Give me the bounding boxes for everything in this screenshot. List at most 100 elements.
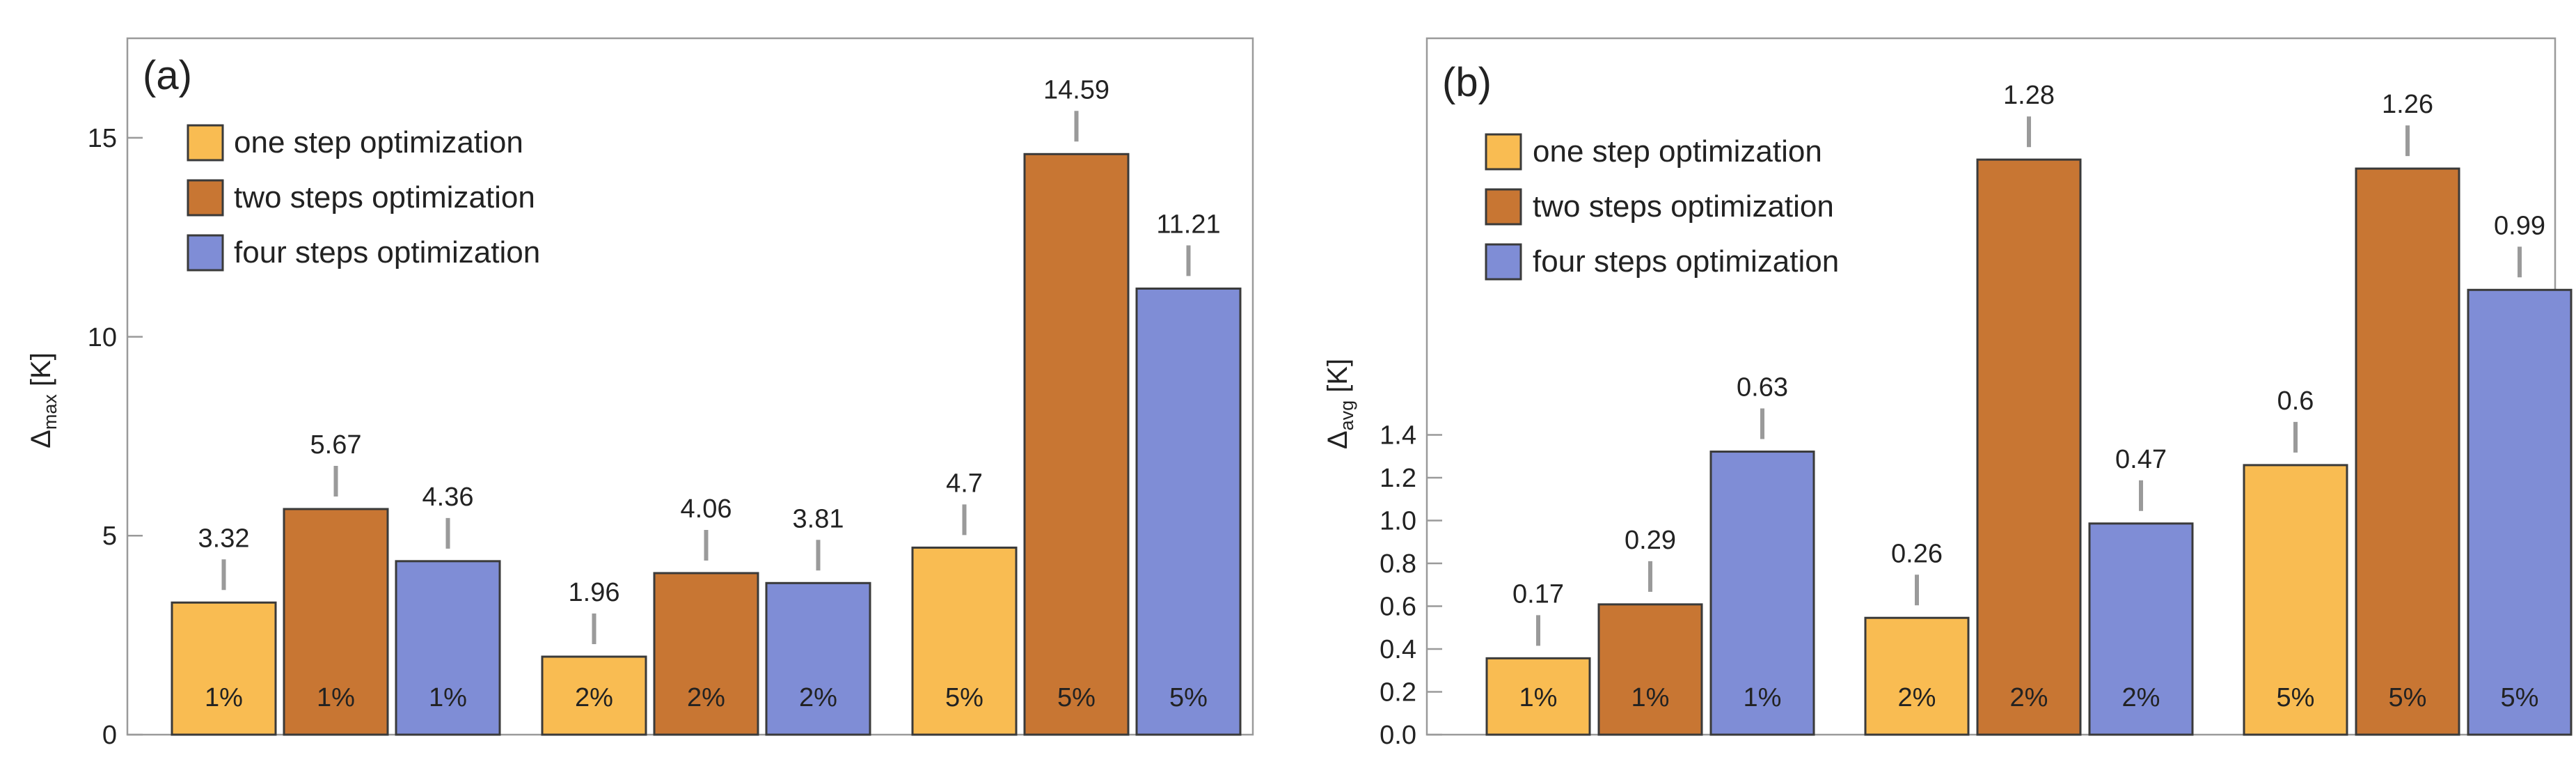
bar-a-1-1 — [653, 572, 759, 736]
bar-a-0-2 — [911, 546, 1018, 736]
legend-swatch-b-0 — [1485, 133, 1522, 171]
bar-a-0-0 — [171, 601, 277, 736]
category-label-b-2-2: 5% — [2501, 683, 2539, 712]
y-tick-b-2: 0.4 — [1380, 635, 1442, 664]
legend-swatch-b-1 — [1485, 188, 1522, 226]
chart-panel-b: (b) Δavg [K] 0.0 0.2 0.4 0.6 0.8 — [1322, 37, 2573, 750]
y-tick-label-b-3: 0.6 — [1380, 593, 1416, 622]
value-label-a-0-1: 1.96 — [569, 578, 620, 607]
y-tick-b-6: 1.2 — [1380, 464, 1442, 493]
category-label-a-2-0: 1% — [429, 683, 467, 712]
bar-b-2-1 — [2088, 522, 2194, 736]
value-label-b-0-1: 0.26 — [1891, 539, 1943, 568]
bar-group-a-2: 4.7 5% 14.59 5% 11.21 5% — [911, 75, 1242, 736]
y-axis-label-b: Δavg [K] — [1322, 359, 1357, 449]
category-label-a-2-1: 2% — [799, 683, 837, 712]
value-label-a-2-2: 11.21 — [1156, 210, 1220, 239]
bar-b-0-2 — [2243, 464, 2348, 736]
panel-label-a: (a) — [143, 53, 192, 98]
value-label-b-2-0: 0.63 — [1737, 373, 1788, 402]
bar-a-1-0 — [283, 508, 389, 736]
legend-label-b-1: two steps optimization — [1533, 189, 1834, 224]
category-label-b-0-2: 5% — [2277, 683, 2315, 712]
y-tick-label-b-4: 0.8 — [1380, 549, 1416, 579]
legend-item-b-1: two steps optimization — [1485, 188, 1834, 226]
legend-swatch-a-1 — [187, 179, 224, 217]
bar-b-0-0 — [1485, 657, 1591, 736]
y-tick-a-1: 5 — [102, 522, 143, 551]
y-tick-b-3: 0.6 — [1380, 593, 1442, 622]
y-tick-b-4: 0.8 — [1380, 549, 1442, 579]
bar-group-a-1: 1.96 2% 4.06 2% 3.81 2% — [541, 494, 871, 736]
value-label-b-1-2: 1.26 — [2382, 90, 2433, 119]
value-label-b-0-0: 0.17 — [1512, 579, 1564, 609]
bar-b-0-1 — [1864, 616, 1970, 736]
category-label-b-1-1: 2% — [2010, 683, 2048, 712]
category-label-b-0-1: 2% — [1898, 683, 1936, 712]
bar-group-b-0: 0.17 1% 0.29 1% 0.63 1% — [1485, 373, 1815, 736]
category-label-a-1-0: 1% — [317, 683, 355, 712]
y-tick-label-b-1: 0.2 — [1380, 678, 1416, 708]
legend-a: one step optimization two steps optimiza… — [187, 124, 540, 272]
y-tick-b-7: 1.4 — [1380, 421, 1442, 451]
bar-a-1-2 — [1023, 153, 1130, 736]
legend-swatch-b-2 — [1485, 243, 1522, 281]
y-tick-a-3: 15 — [88, 124, 143, 153]
category-label-b-1-2: 5% — [2389, 683, 2427, 712]
value-label-a-1-2: 14.59 — [1043, 75, 1109, 104]
value-label-a-0-2: 4.7 — [946, 469, 983, 498]
legend-label-b-2: four steps optimization — [1533, 244, 1839, 279]
y-tick-label-b-0: 0.0 — [1380, 721, 1416, 750]
category-label-b-0-0: 1% — [1519, 683, 1558, 712]
y-tick-label-a-3: 15 — [88, 124, 117, 153]
legend-swatch-a-0 — [187, 124, 224, 162]
y-tick-label-b-5: 1.0 — [1380, 507, 1416, 536]
bar-group-a-0: 3.32 1% 5.67 1% 4.36 1% — [171, 430, 501, 736]
bar-a-2-2 — [1135, 287, 1242, 736]
value-label-a-2-1: 3.81 — [793, 504, 844, 533]
value-label-a-1-0: 5.67 — [310, 430, 362, 460]
chart-panel-a: (a) Δmax [K] 0 5 10 15 3.32 — [26, 37, 1254, 750]
value-label-b-0-2: 0.6 — [2277, 386, 2314, 416]
legend-label-a-2: four steps optimization — [234, 235, 540, 269]
y-tick-b-0: 0.0 — [1380, 721, 1442, 750]
legend-item-a-2: four steps optimization — [187, 234, 540, 272]
legend-item-b-0: one step optimization — [1485, 133, 1822, 171]
panel-label-b: (b) — [1442, 60, 1492, 105]
bar-b-1-1 — [1976, 158, 2082, 736]
y-tick-a-2: 10 — [88, 323, 143, 352]
value-label-b-2-2: 0.99 — [2494, 211, 2545, 240]
legend-label-a-1: two steps optimization — [234, 180, 535, 214]
value-label-a-1-1: 4.06 — [681, 494, 732, 524]
bar-a-0-1 — [541, 655, 647, 736]
y-tick-label-b-2: 0.4 — [1380, 635, 1416, 664]
legend-item-a-0: one step optimization — [187, 124, 523, 162]
bar-a-2-0 — [395, 560, 501, 736]
category-label-a-1-1: 2% — [687, 683, 725, 712]
legend-label-a-0: one step optimization — [234, 125, 523, 159]
y-tick-b-1: 0.2 — [1380, 678, 1442, 708]
value-label-b-2-1: 0.47 — [2115, 445, 2167, 474]
y-tick-label-a-0: 0 — [102, 721, 117, 750]
value-label-a-0-0: 3.32 — [198, 524, 250, 553]
y-tick-label-b-6: 1.2 — [1380, 464, 1416, 493]
bar-group-b-2: 0.6 5% 1.26 5% 0.99 5% — [2243, 90, 2573, 736]
category-label-a-0-0: 1% — [205, 683, 243, 712]
category-label-b-1-0: 1% — [1631, 683, 1670, 712]
category-label-a-2-2: 5% — [1169, 683, 1208, 712]
y-tick-label-a-1: 5 — [102, 522, 117, 551]
value-label-b-1-1: 1.28 — [2003, 81, 2055, 110]
y-axis-a: 0 5 10 15 — [88, 124, 143, 750]
bar-group-b-1: 0.26 2% 1.28 2% 0.47 2% — [1864, 81, 2194, 736]
category-label-b-2-1: 2% — [2122, 683, 2160, 712]
bar-b-1-2 — [2355, 167, 2460, 736]
y-tick-label-b-7: 1.4 — [1380, 421, 1416, 451]
value-label-b-1-0: 0.29 — [1625, 526, 1676, 555]
y-tick-b-5: 1.0 — [1380, 507, 1442, 536]
value-label-a-2-0: 4.36 — [422, 483, 474, 512]
category-label-a-0-2: 5% — [945, 683, 983, 712]
legend-label-b-0: one step optimization — [1533, 134, 1822, 169]
bar-b-1-0 — [1597, 603, 1703, 736]
legend-item-a-1: two steps optimization — [187, 179, 535, 217]
